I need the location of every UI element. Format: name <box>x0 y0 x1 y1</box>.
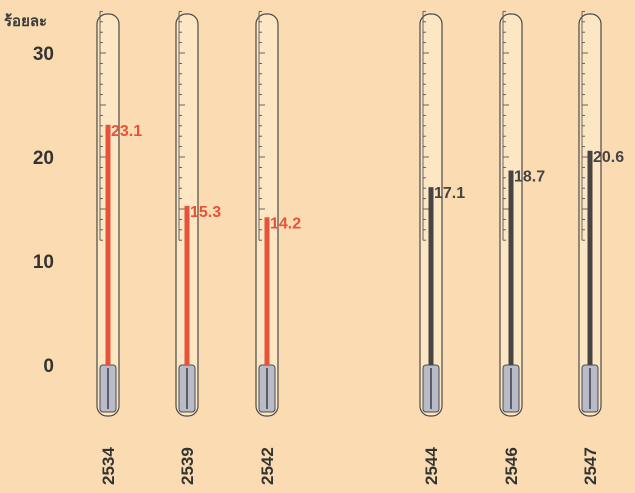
value-bar <box>264 217 270 365</box>
value-label: 18.7 <box>514 169 545 186</box>
thermometer: 20.6 2547 <box>578 10 624 485</box>
y-tick-label: 20 <box>33 148 54 169</box>
value-bar <box>428 187 434 365</box>
thermometer: 23.1 2534 <box>96 10 142 485</box>
y-unit-label: ร้อยละ <box>4 13 47 30</box>
value-label: 17.1 <box>434 185 465 202</box>
thermometer: 14.2 2542 <box>255 10 301 485</box>
value-bar <box>105 124 111 365</box>
y-tick-label: 30 <box>33 44 54 65</box>
thermometer: 15.3 2539 <box>175 10 221 485</box>
y-tick-label: 0 <box>43 356 54 377</box>
value-bar <box>184 205 190 365</box>
value-label: 15.3 <box>190 204 221 221</box>
value-bar <box>508 170 514 365</box>
thermometers: 23.1 2534 15.3 2539 14.2 2542 17.1 2544 18.7 2546… <box>96 10 624 485</box>
x-tick-label: 2542 <box>258 447 277 485</box>
thermometer: 17.1 2544 <box>419 10 465 485</box>
y-tick-label: 10 <box>33 252 54 273</box>
thermometer-tube <box>255 13 279 417</box>
value-label: 14.2 <box>270 215 301 232</box>
value-label: 20.6 <box>593 149 624 166</box>
thermometer: 18.7 2546 <box>499 10 545 485</box>
x-tick-label: 2534 <box>99 447 118 485</box>
x-tick-label: 2547 <box>581 447 600 485</box>
value-bar <box>587 150 593 365</box>
value-label: 23.1 <box>111 123 142 140</box>
x-tick-label: 2546 <box>502 447 521 485</box>
x-tick-label: 2539 <box>178 447 197 485</box>
y-axis-ticks: 0 10 20 30 <box>33 44 54 377</box>
x-tick-label: 2544 <box>422 447 441 485</box>
